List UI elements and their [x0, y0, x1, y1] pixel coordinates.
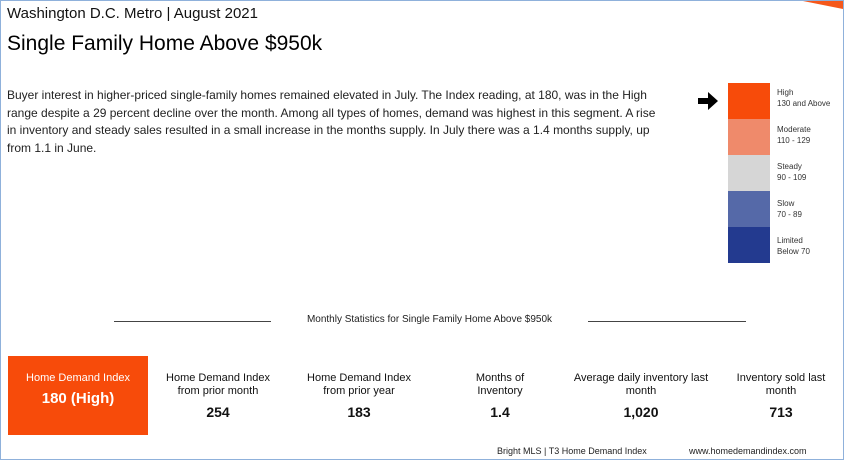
- stat-value: 1,020: [623, 404, 659, 420]
- stat-months-inventory: Months of Inventory 1.4: [459, 372, 541, 420]
- scale-level-range: 130 and Above: [777, 99, 831, 108]
- highlight-value: 180 (High): [41, 390, 115, 407]
- scale-level-range: 110 - 129: [777, 136, 811, 145]
- stat-value: 254: [206, 404, 230, 420]
- home-demand-index-highlight: Home Demand Index 180 (High): [8, 356, 148, 435]
- scale-swatch-limited: [728, 227, 770, 263]
- scale-level-name: Limited: [777, 236, 803, 245]
- scale-label-moderate: Moderate 110 - 129: [777, 124, 843, 161]
- scale-swatch-slow: [728, 191, 770, 227]
- scale-level-range: 90 - 109: [777, 173, 807, 182]
- scale-label-slow: Slow 70 - 89: [777, 198, 843, 235]
- stats-heading: Monthly Statistics for Single Family Hom…: [306, 314, 553, 325]
- stat-value: 183: [347, 404, 371, 420]
- scale-level-name: Steady: [777, 162, 802, 171]
- divider-left: [114, 321, 271, 322]
- stat-value: 713: [769, 404, 793, 420]
- scale-level-range: 70 - 89: [777, 210, 802, 219]
- footer-url-link[interactable]: www.homedemandindex.com: [689, 446, 807, 456]
- summary-paragraph: Buyer interest in higher-priced single-f…: [7, 88, 656, 155]
- scale-level-range: Below 70: [777, 247, 810, 256]
- scale-swatch-high: [728, 83, 770, 119]
- market-date-heading: Washington D.C. Metro | August 2021: [7, 5, 258, 22]
- stat-label: Average daily inventory last month: [573, 372, 709, 397]
- stat-label: Months of Inventory: [475, 372, 525, 397]
- stat-label: Inventory sold last month: [736, 372, 826, 397]
- demand-scale-legend: [728, 83, 770, 263]
- stat-value: 1.4: [490, 404, 510, 420]
- stat-average-daily-inventory: Average daily inventory last month 1,020: [573, 372, 709, 420]
- footer-source: Bright MLS | T3 Home Demand Index: [497, 446, 647, 456]
- scale-label-high: High 130 and Above: [777, 87, 843, 124]
- scale-label-limited: Limited Below 70: [777, 235, 843, 272]
- divider-right: [588, 321, 746, 322]
- scale-level-name: High: [777, 88, 794, 97]
- scale-swatch-moderate: [728, 119, 770, 155]
- scale-swatch-steady: [728, 155, 770, 191]
- stat-label: Home Demand Index from prior month: [166, 372, 270, 397]
- stat-prior-year: Home Demand Index from prior year 183: [298, 372, 420, 420]
- scale-level-name: Slow: [777, 199, 795, 208]
- highlight-label: Home Demand Index: [26, 372, 130, 384]
- scale-label-steady: Steady 90 - 109: [777, 161, 843, 198]
- stat-inventory-sold: Inventory sold last month 713: [731, 372, 831, 420]
- stat-prior-month: Home Demand Index from prior month 254: [157, 372, 279, 420]
- scale-labels: High 130 and Above Moderate 110 - 129 St…: [777, 87, 843, 272]
- arrow-right-icon: [698, 92, 718, 110]
- corner-accent: [803, 1, 843, 9]
- stat-label: Home Demand Index from prior year: [307, 372, 411, 397]
- scale-level-name: Moderate: [777, 125, 811, 134]
- page-title: Single Family Home Above $950k: [7, 32, 323, 55]
